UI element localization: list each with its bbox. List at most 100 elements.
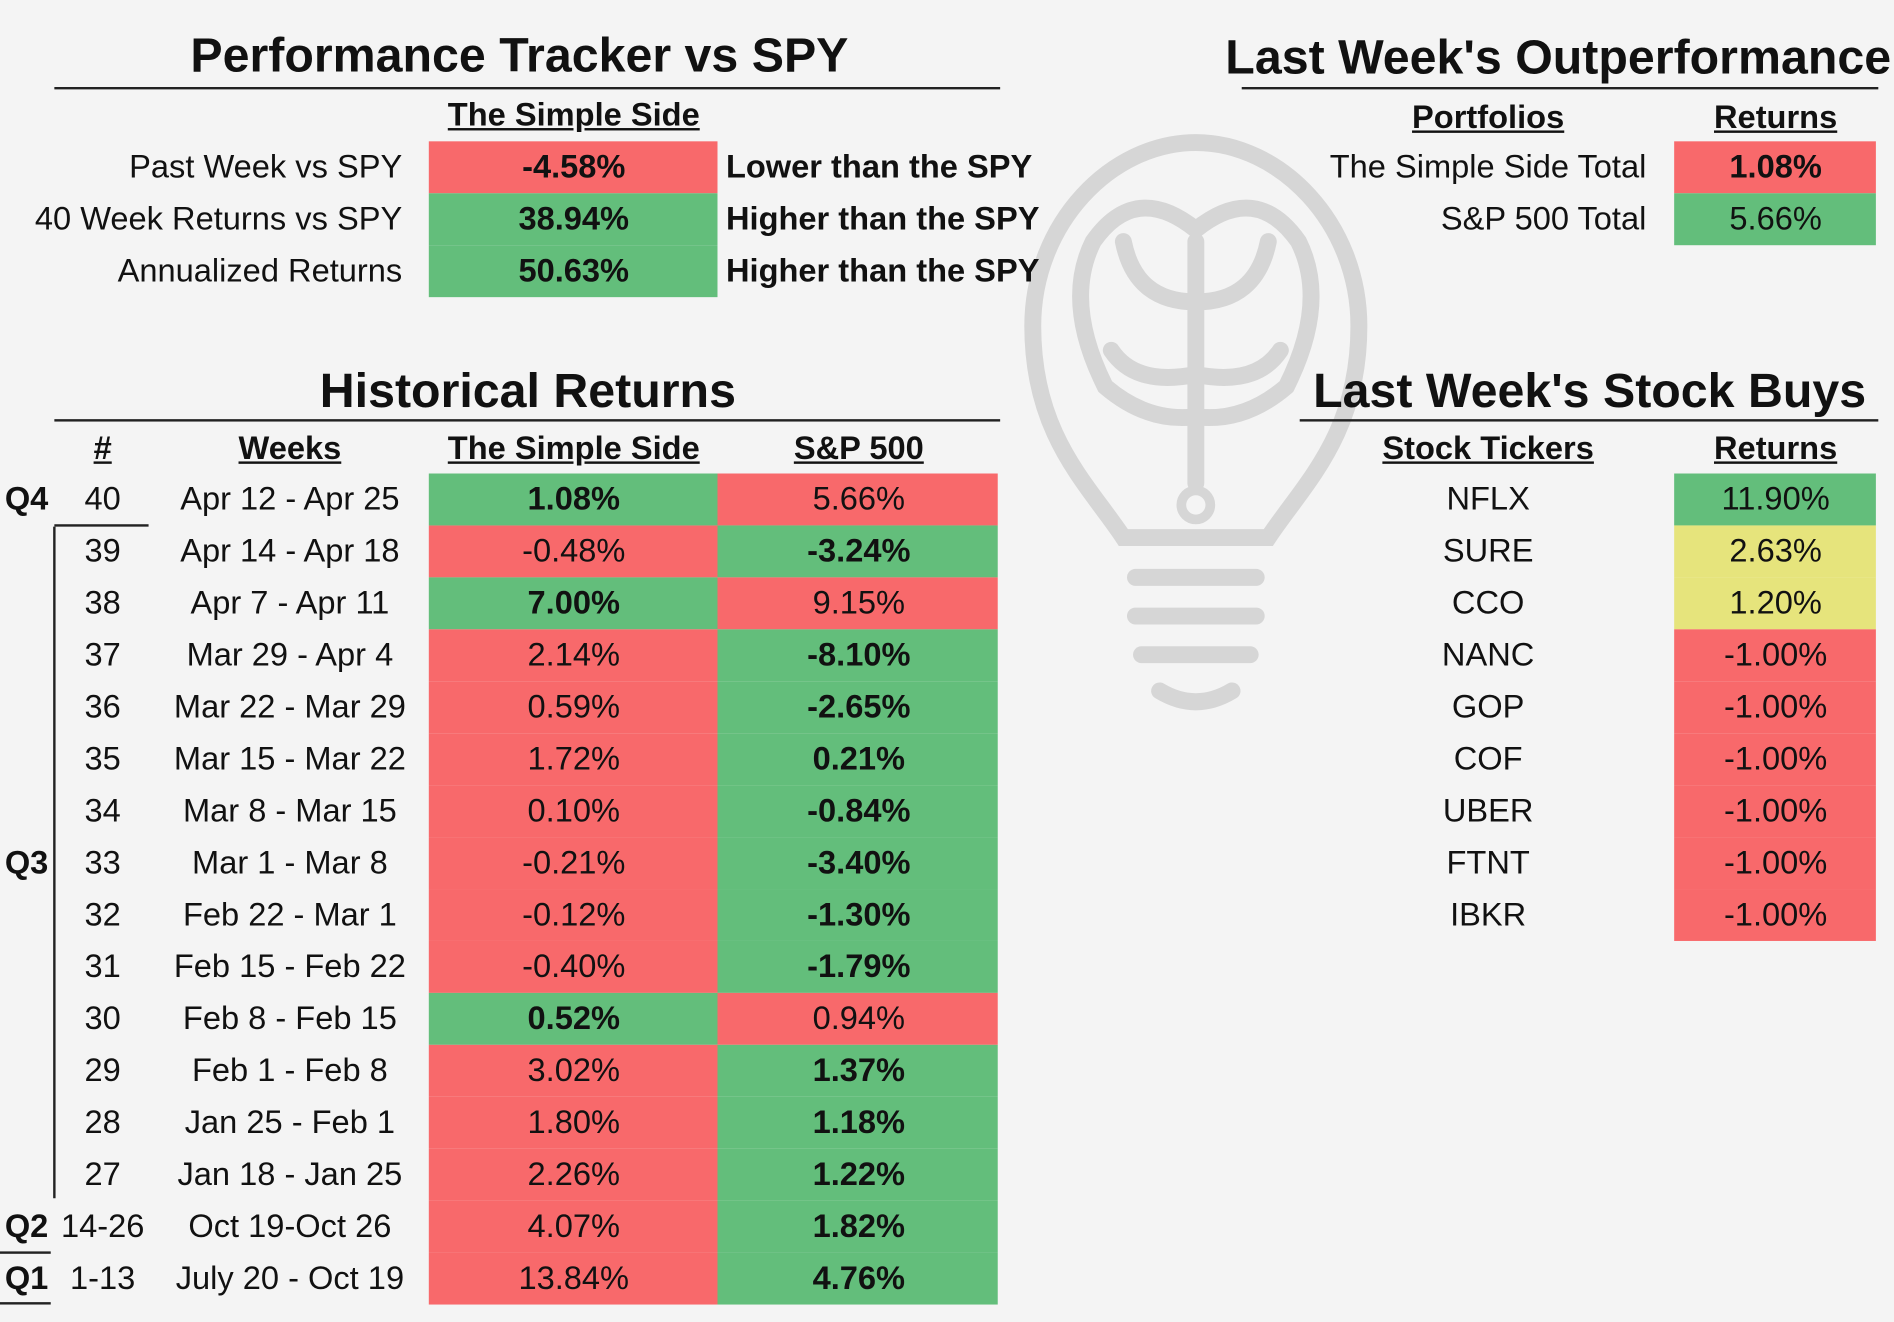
section-title: Performance Tracker vs SPY <box>190 28 849 82</box>
week-number: 1-13 <box>70 1259 136 1297</box>
week-range: Jan 18 - Jan 25 <box>177 1155 403 1193</box>
portfolio-name: S&P 500 Total <box>1440 200 1647 237</box>
value: 13.84% <box>518 1259 630 1297</box>
cell-fill <box>1674 733 1876 786</box>
value: 7.00% <box>527 584 620 621</box>
value: 4.76% <box>812 1259 906 1297</box>
value: 9.15% <box>812 584 906 621</box>
week-number: 40 <box>84 480 121 517</box>
row-label: 40 Week Returns vs SPY <box>34 200 403 237</box>
cell-fill <box>717 992 998 1045</box>
value: 2.14% <box>527 636 620 673</box>
cell-fill <box>428 141 718 194</box>
rule <box>1241 86 1879 90</box>
column-header: Returns <box>1714 98 1838 135</box>
value: 1.80% <box>527 1104 620 1141</box>
week-number: 38 <box>84 584 121 621</box>
cell-fill <box>428 992 718 1045</box>
cell-fill <box>717 940 998 993</box>
value: -1.00% <box>1723 844 1828 881</box>
value: -0.48% <box>522 532 626 569</box>
cell-fill <box>1674 193 1876 246</box>
cell-fill <box>428 1148 718 1201</box>
ticker: NANC <box>1441 636 1535 673</box>
ticker: GOP <box>1451 688 1525 725</box>
week-number: 39 <box>84 532 121 569</box>
cell-fill <box>717 681 998 734</box>
cell-fill <box>1674 141 1876 194</box>
week-number: 37 <box>84 636 121 673</box>
cell-fill <box>428 1252 718 1305</box>
column-header: The Simple Side <box>447 96 700 133</box>
week-range: Jan 25 - Feb 1 <box>184 1104 396 1141</box>
week-number: 14-26 <box>60 1207 145 1245</box>
rule <box>54 524 149 527</box>
quarter-label: Q1 <box>4 1259 49 1297</box>
week-range: Mar 1 - Mar 8 <box>192 844 388 881</box>
value: -1.00% <box>1723 740 1828 777</box>
cell-fill <box>1674 525 1876 578</box>
value: 2.63% <box>1729 532 1822 569</box>
value: -1.00% <box>1723 636 1828 673</box>
week-range: Mar 29 - Apr 4 <box>186 636 394 673</box>
column-header: Returns <box>1714 429 1838 466</box>
cell-fill <box>717 577 998 630</box>
column-header: The Simple Side <box>447 429 700 466</box>
quarter-label: Q3 <box>4 844 49 881</box>
value: 0.59% <box>527 688 620 725</box>
week-range: Feb 1 - Feb 8 <box>192 1052 388 1089</box>
cell-fill <box>717 1096 998 1149</box>
cell-fill <box>428 577 718 630</box>
cell-fill <box>1674 629 1876 682</box>
value: 11.90% <box>1721 480 1830 517</box>
cell-fill <box>717 1148 998 1201</box>
cell-fill <box>717 1252 998 1305</box>
cell-fill <box>428 837 718 890</box>
value: 38.94% <box>518 200 630 237</box>
week-range: Apr 7 - Apr 11 <box>190 584 390 621</box>
cell-fill <box>717 785 998 838</box>
column-header: Stock Tickers <box>1382 429 1594 466</box>
cell-fill <box>1674 837 1876 890</box>
cell-fill <box>717 1044 998 1097</box>
week-number: 32 <box>84 896 121 933</box>
week-number: 36 <box>84 688 121 725</box>
value: 50.63% <box>518 252 630 289</box>
value: -3.40% <box>807 844 911 881</box>
value: 2.26% <box>527 1155 620 1193</box>
value: -0.12% <box>522 896 626 933</box>
cell-fill <box>1674 473 1876 526</box>
value: 1.72% <box>527 740 620 777</box>
value: -1.30% <box>807 896 911 933</box>
ticker: IBKR <box>1450 896 1527 933</box>
week-range: Feb 15 - Feb 22 <box>173 948 406 985</box>
value: -1.00% <box>1723 688 1828 725</box>
week-number: 30 <box>84 1000 121 1037</box>
rule <box>54 419 1001 422</box>
cell-fill <box>428 733 718 786</box>
cell-fill <box>1674 577 1876 630</box>
value: 5.66% <box>812 480 906 517</box>
section-title: Historical Returns <box>319 364 736 418</box>
week-range: July 20 - Oct 19 <box>175 1259 405 1297</box>
value: 0.94% <box>812 1000 906 1037</box>
column-header: S&P 500 <box>793 429 924 466</box>
value: -4.58% <box>522 148 626 185</box>
value: 1.08% <box>1729 148 1822 185</box>
cell-fill <box>1674 889 1876 941</box>
week-number: 31 <box>84 948 121 985</box>
ticker: UBER <box>1442 792 1534 829</box>
rule <box>54 86 1001 90</box>
value: 0.21% <box>812 740 906 777</box>
value: 1.22% <box>812 1155 906 1193</box>
value: -0.40% <box>522 948 626 985</box>
rule <box>53 526 56 1199</box>
week-number: 33 <box>84 844 121 881</box>
cell-fill <box>428 245 718 298</box>
value: 1.82% <box>812 1207 906 1245</box>
cell-fill <box>428 681 718 734</box>
column-header: Portfolios <box>1412 98 1565 135</box>
cell-fill <box>428 473 718 526</box>
ticker: NFLX <box>1446 480 1530 517</box>
cell-fill <box>428 629 718 682</box>
